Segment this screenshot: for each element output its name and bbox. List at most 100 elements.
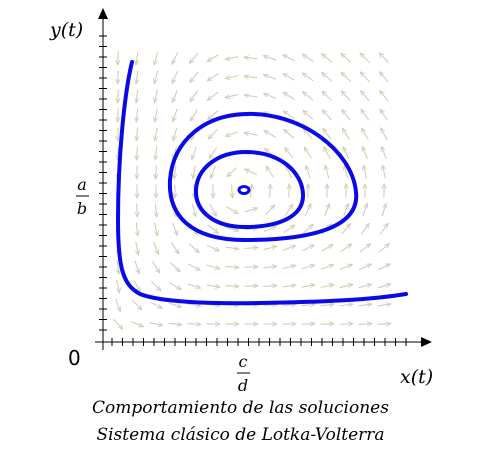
field-arrow — [188, 263, 199, 270]
field-arrow — [172, 70, 179, 83]
field-arrow — [136, 51, 138, 65]
field-arrow — [362, 128, 369, 140]
field-arrow — [209, 128, 218, 138]
field-arrow — [136, 222, 137, 236]
field-arrow — [250, 185, 252, 198]
field-arrow — [323, 129, 332, 140]
middle-orbit — [167, 111, 359, 242]
field-arrow — [137, 146, 138, 160]
field-arrow — [134, 260, 139, 273]
field-arrow — [149, 323, 163, 326]
field-arrow — [305, 147, 312, 159]
x-axis-label: x(t) — [400, 366, 433, 388]
outer-orbit — [116, 60, 408, 306]
field-arrow — [193, 165, 195, 179]
field-arrow — [244, 267, 258, 268]
field-arrow — [320, 304, 334, 306]
field-arrow — [232, 184, 233, 198]
field-arrow — [136, 241, 139, 255]
field-arrow — [118, 51, 119, 65]
field-arrow — [360, 224, 369, 235]
caption-line-1: Comportamiento de las soluciones — [92, 398, 389, 418]
direction-field — [113, 51, 391, 329]
field-arrow — [264, 94, 277, 99]
field-arrow — [115, 298, 121, 311]
field-arrow — [361, 110, 370, 121]
field-arrow — [137, 203, 138, 217]
field-arrow — [270, 185, 271, 198]
x-axis-ticks — [111, 338, 407, 346]
field-arrow — [188, 243, 199, 253]
field-arrow — [284, 130, 295, 139]
field-arrow — [155, 222, 158, 236]
field-arrow — [225, 286, 239, 287]
field-arrow — [285, 204, 293, 216]
field-arrow — [245, 169, 258, 176]
field-arrow — [302, 225, 313, 234]
y-fraction-numerator: a — [77, 175, 87, 194]
field-arrow — [245, 76, 258, 77]
field-arrow — [304, 129, 313, 140]
field-arrow — [325, 166, 330, 179]
field-arrow — [358, 304, 372, 306]
field-arrow — [192, 146, 197, 159]
field-arrow — [155, 108, 158, 122]
field-arrow — [156, 165, 157, 179]
field-arrow — [358, 324, 372, 325]
inner-orbit — [193, 150, 306, 229]
field-arrow — [380, 91, 389, 102]
field-arrow — [208, 110, 219, 119]
field-arrow — [282, 304, 296, 305]
field-arrow — [130, 320, 143, 326]
field-arrow — [245, 95, 258, 97]
field-arrow — [265, 205, 274, 216]
field-arrow — [118, 89, 119, 103]
field-arrow — [377, 324, 391, 325]
field-arrow — [117, 279, 120, 293]
field-arrow — [362, 204, 367, 217]
field-arrow — [358, 264, 371, 271]
field-arrow — [168, 302, 181, 307]
field-arrow — [225, 266, 239, 267]
field-arrow — [226, 131, 239, 136]
field-arrow — [136, 108, 137, 122]
field-arrow — [209, 204, 216, 215]
field-arrow — [207, 224, 218, 233]
field-arrow — [187, 324, 201, 325]
field-arrow — [301, 245, 314, 252]
field-arrow — [304, 204, 311, 217]
x-equilibrium-fraction: c d — [237, 352, 250, 395]
origin-label: 0 — [68, 346, 81, 370]
field-arrow — [380, 53, 389, 64]
field-arrow — [225, 247, 239, 249]
field-arrow — [320, 265, 333, 270]
field-arrow — [245, 133, 258, 135]
field-arrow — [206, 244, 219, 250]
field-arrow — [284, 111, 295, 120]
field-arrow — [342, 110, 351, 121]
field-arrow — [132, 299, 141, 309]
field-arrow — [190, 71, 199, 82]
field-arrow — [324, 147, 331, 160]
field-arrow — [226, 57, 239, 60]
field-arrow — [340, 244, 352, 253]
field-arrow — [136, 89, 138, 103]
field-arrow — [286, 166, 293, 179]
field-arrow — [342, 91, 351, 102]
field-arrow — [155, 89, 158, 103]
field-arrow — [342, 129, 350, 140]
field-arrow — [136, 70, 138, 84]
field-arrow — [226, 93, 239, 97]
field-arrow — [209, 147, 218, 159]
field-arrow — [382, 147, 387, 160]
field-arrow — [322, 73, 333, 82]
field-arrow — [341, 72, 352, 82]
field-arrow — [154, 70, 159, 84]
field-arrow — [264, 131, 276, 138]
field-arrow — [263, 246, 277, 251]
field-arrow — [173, 127, 178, 141]
field-arrow — [227, 167, 238, 177]
caption-line-2: Sistema clásico de Lotka-Volterra — [96, 425, 385, 445]
field-arrow — [343, 147, 350, 160]
